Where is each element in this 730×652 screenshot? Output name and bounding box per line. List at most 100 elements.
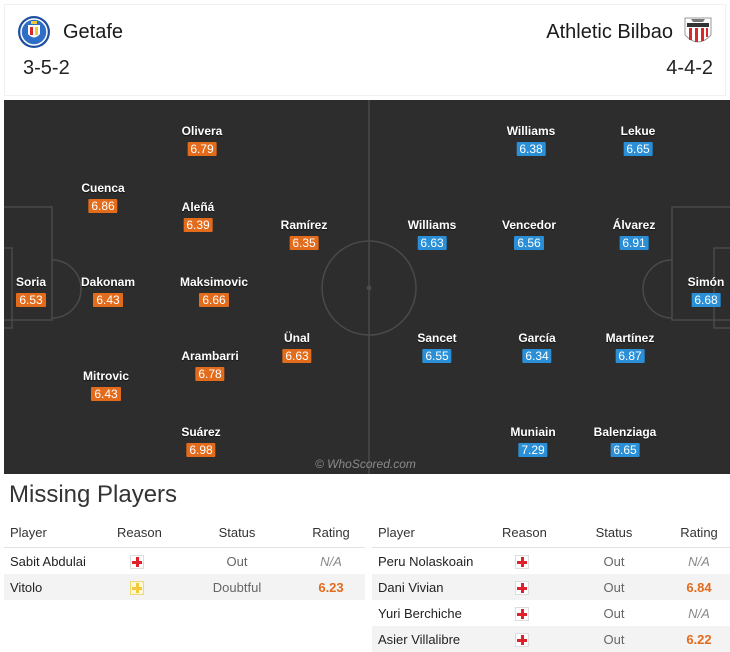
table-row[interactable]: Sabit Abdulai Out N/A: [4, 548, 365, 574]
injury-red-icon[interactable]: [515, 606, 529, 621]
table-row[interactable]: Dani Vivian Out 6.84: [372, 574, 730, 600]
missing-player-name[interactable]: Dani Vivian: [378, 579, 444, 595]
status-cell: Doubtful: [212, 579, 262, 595]
away-player[interactable]: Simón 6.68: [687, 275, 725, 309]
rating-cell: N/A: [688, 605, 710, 621]
player-rating: 6.63: [282, 349, 312, 363]
table-header: Player Reason Status Rating: [372, 518, 730, 548]
away-player[interactable]: Muniain 7.29: [510, 425, 556, 459]
athletic-crest-icon: [684, 17, 712, 43]
missing-player-name[interactable]: Yuri Berchiche: [378, 605, 462, 621]
home-player[interactable]: Ramírez 6.35: [280, 218, 328, 252]
reason-cell: [117, 579, 157, 595]
player-rating: 6.43: [91, 387, 121, 401]
home-team[interactable]: Getafe: [17, 15, 123, 49]
home-player[interactable]: Aleñá 6.39: [181, 200, 215, 234]
player-name: Balenziaga: [593, 425, 657, 439]
injury-red-icon[interactable]: [515, 554, 529, 569]
table-row[interactable]: Asier Villalibre Out 6.22: [372, 626, 730, 652]
away-player[interactable]: Williams 6.38: [506, 124, 556, 158]
table-header: Player Reason Status Rating: [4, 518, 365, 548]
header-rating[interactable]: Rating: [680, 525, 718, 540]
player-name: Aleñá: [181, 200, 215, 214]
home-player[interactable]: Arambarri 6.78: [181, 349, 239, 383]
player-name: Williams: [407, 218, 457, 232]
header-status[interactable]: Status: [218, 525, 256, 540]
table-row[interactable]: Vitolo Doubtful 6.23: [4, 574, 365, 600]
header-reason[interactable]: Reason: [502, 525, 547, 540]
home-player[interactable]: Cuenca 6.86: [81, 181, 125, 215]
away-player[interactable]: Sancet 6.55: [417, 331, 457, 365]
rating-cell: N/A: [688, 553, 710, 569]
player-rating: 6.43: [93, 293, 123, 307]
header-status[interactable]: Status: [595, 525, 633, 540]
table-row[interactable]: Yuri Berchiche Out N/A: [372, 600, 730, 626]
player-name: Simón: [687, 275, 725, 289]
player-name: Maksimovic: [179, 275, 249, 289]
player-name: Mitrovic: [82, 369, 130, 383]
player-rating: 6.39: [183, 218, 213, 232]
away-team[interactable]: Athletic Bilbao: [546, 15, 715, 49]
player-name: Muniain: [510, 425, 556, 439]
player-name: Arambarri: [181, 349, 239, 363]
pitch-lines: [4, 100, 730, 474]
player-rating: 6.34: [522, 349, 552, 363]
player-name: Soria: [15, 275, 47, 289]
away-player[interactable]: García 6.34: [518, 331, 556, 365]
player-rating: 6.65: [623, 142, 653, 156]
injury-red-icon[interactable]: [130, 554, 144, 569]
player-rating: 6.78: [195, 367, 225, 381]
home-player[interactable]: Dakonam 6.43: [81, 275, 135, 309]
watermark: © WhoScored.com: [315, 457, 416, 471]
header-player[interactable]: Player: [10, 525, 47, 540]
home-player[interactable]: Olivera 6.79: [182, 124, 222, 158]
home-player[interactable]: Soria 6.53: [16, 275, 46, 309]
status-cell: Out: [603, 553, 625, 569]
missing-player-name[interactable]: Peru Nolaskoain: [378, 553, 474, 569]
player-rating: 6.68: [691, 293, 721, 307]
missing-player-name[interactable]: Sabit Abdulai: [10, 553, 86, 569]
missing-players-title: Missing Players: [9, 481, 178, 508]
status-cell: Out: [226, 553, 248, 569]
player-rating: 6.98: [186, 443, 216, 457]
away-player[interactable]: Lekue 6.65: [620, 124, 656, 158]
header-player[interactable]: Player: [378, 525, 415, 540]
away-player[interactable]: Vencedor 6.56: [502, 218, 556, 252]
player-rating: 6.55: [422, 349, 452, 363]
injury-red-icon[interactable]: [515, 580, 529, 595]
player-name: Álvarez: [612, 218, 656, 232]
injury-yellow-icon[interactable]: [130, 580, 144, 595]
player-rating: 6.63: [417, 236, 447, 250]
player-name: Ünal: [283, 331, 311, 345]
header-rating[interactable]: Rating: [312, 525, 350, 540]
home-formation: 3-5-2: [23, 57, 70, 79]
reason-cell: [502, 605, 542, 621]
player-rating: 6.66: [199, 293, 229, 307]
home-player[interactable]: Mitrovic 6.43: [83, 369, 129, 403]
away-player[interactable]: Balenziaga 6.65: [593, 425, 657, 459]
header-reason[interactable]: Reason: [117, 525, 162, 540]
missing-player-name[interactable]: Asier Villalibre: [378, 631, 461, 647]
away-player[interactable]: Martínez 6.87: [606, 331, 654, 365]
missing-player-name[interactable]: Vitolo: [10, 579, 43, 595]
away-missing-table: Player Reason Status Rating Peru Nolasko…: [372, 518, 730, 652]
player-name: Lekue: [620, 124, 656, 138]
reason-cell: [502, 631, 542, 647]
home-player[interactable]: Suárez 6.98: [181, 425, 221, 459]
player-rating: 6.35: [289, 236, 319, 250]
table-row[interactable]: Peru Nolaskoain Out N/A: [372, 548, 730, 574]
away-player[interactable]: Williams 6.63: [407, 218, 457, 252]
away-team-name: Athletic Bilbao: [546, 20, 673, 43]
reason-cell: [117, 553, 157, 569]
status-cell: Out: [603, 579, 625, 595]
player-name: Sancet: [417, 331, 457, 345]
player-name: Williams: [506, 124, 556, 138]
away-player[interactable]: Álvarez 6.91: [612, 218, 656, 252]
home-player[interactable]: Ünal 6.63: [282, 331, 312, 365]
player-name: Ramírez: [280, 218, 328, 232]
player-rating: 6.86: [88, 199, 118, 213]
player-rating: 6.91: [619, 236, 649, 250]
home-player[interactable]: Maksimovic 6.66: [180, 275, 248, 309]
player-name: Cuenca: [81, 181, 125, 195]
injury-red-icon[interactable]: [515, 632, 529, 647]
